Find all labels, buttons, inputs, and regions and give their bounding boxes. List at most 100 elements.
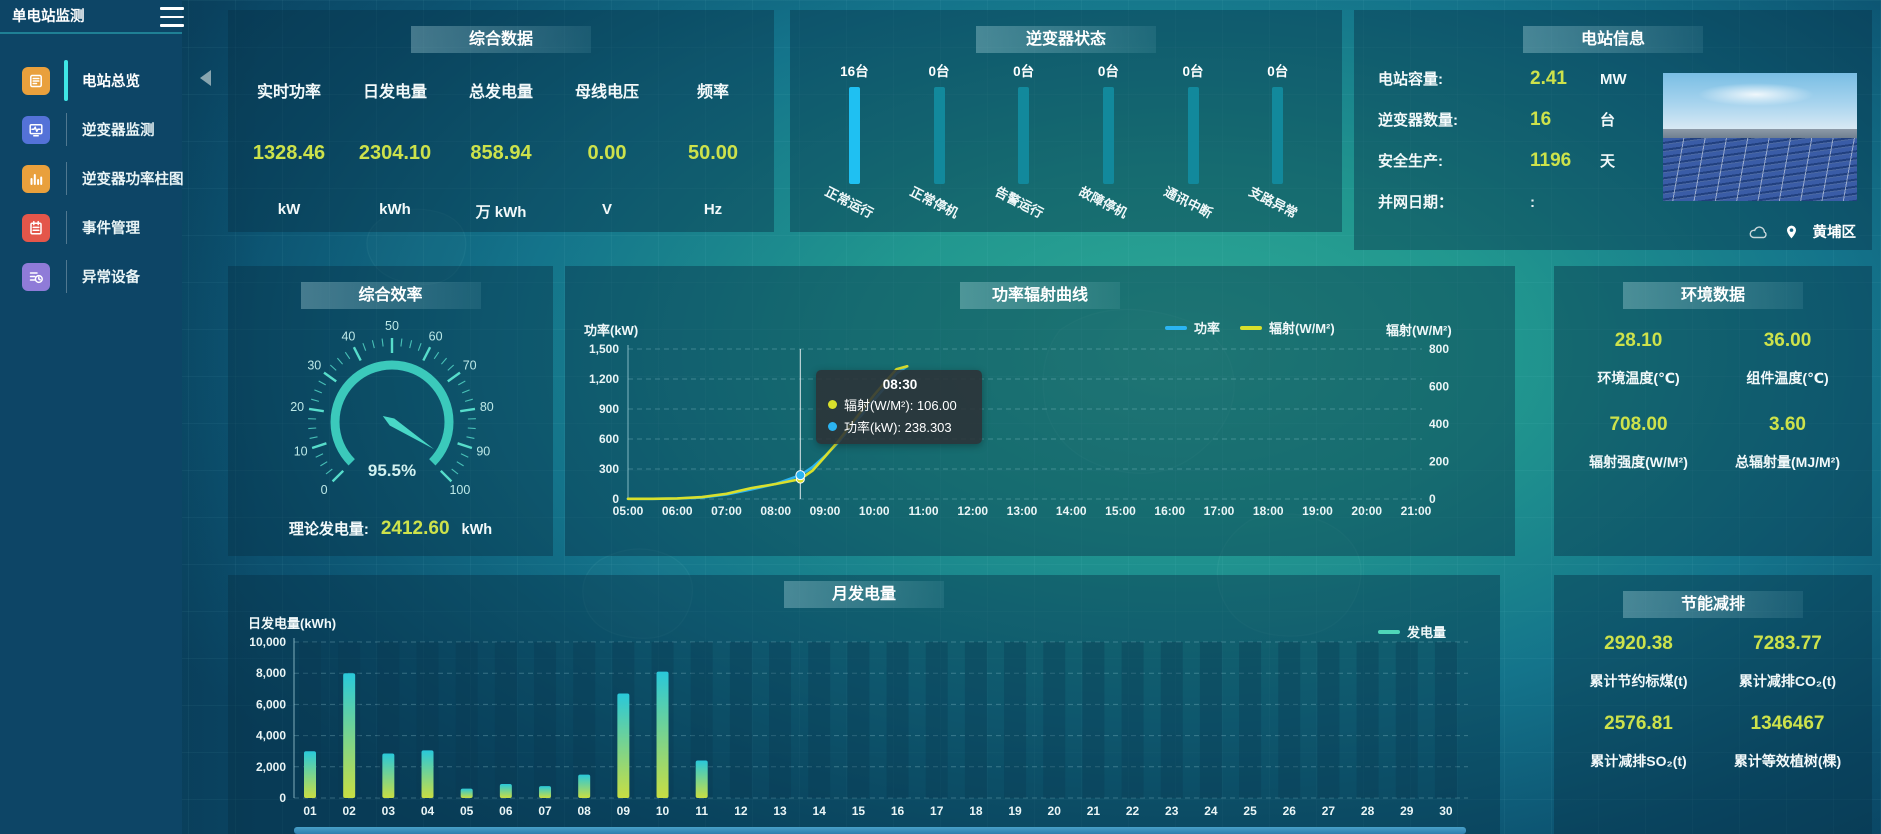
metric-unit: kWh [379,201,411,218]
collapse-sidebar-arrow[interactable] [200,70,211,86]
svg-text:16: 16 [891,804,905,818]
svg-text:4,000: 4,000 [256,729,286,743]
svg-text:70: 70 [463,359,477,373]
inverter-bar-column[interactable]: 0台 故障停机 [1066,60,1151,232]
svg-text:30: 30 [1439,804,1453,818]
station-unit: MW [1600,71,1627,88]
svg-text:12:00: 12:00 [957,504,988,518]
inverter-status-bar[interactable] [933,87,945,184]
svg-text:300: 300 [599,462,619,476]
metric-label: 实时功率 [256,84,321,101]
doc-icon [22,66,50,95]
svg-text:600: 600 [1429,380,1449,394]
metric-label: 累计减排CO₂(t) [1738,673,1837,689]
panel-title-power-curve: 功率辐射曲线 [960,282,1120,309]
metric-block: 7283.77 累计减排CO₂(t) [1713,633,1862,691]
station-info-rows: 电站容量: 2.41 MW 逆变器数量: 16 台安全生产: 1196 天并网日期：: [1378,68,1668,232]
station-info-row: 并网日期：: [1378,191,1668,232]
sidebar-item-3[interactable]: 逆变器功率柱图 [0,154,184,203]
bars-icon [22,164,50,193]
svg-text:20: 20 [290,400,304,414]
svg-text:18: 18 [969,804,983,818]
panel-inverter-status: 逆变器状态 16台 正常运行 0台 正常停机 0台 告警运行 0台 故障停机 0台 通讯中断 0台支… [790,10,1342,232]
inverter-status-bar[interactable] [1102,87,1114,184]
panel-summary: 综合数据 实时功率 1328.46 kW 日发电量 2304.10 kWh 总发电量 858.… [228,10,774,232]
monthly-energy-chart[interactable]: 10,000 8,000 6,000 4,000 2,000 0 01 02 03 04 05 06 0… [228,575,1500,834]
svg-text:0: 0 [279,791,286,805]
metric-unit: 万 kWh [475,204,527,221]
tooltip-row: 辐射(W/M²): 106.00 [828,395,972,414]
svg-text:12: 12 [734,804,748,818]
inverter-bar-column[interactable]: 0台 通讯中断 [1151,60,1236,232]
datazoom-slider[interactable] [294,827,1466,834]
left-axis-name: 功率(kW) [584,323,639,338]
svg-text:08: 08 [578,804,592,818]
curve-legend[interactable]: 功率 辐射(W/M²) [1165,318,1335,337]
metric-block: 36.00 组件温度(℃) [1713,330,1862,388]
metric-label: 总辐射量(MJ/M²) [1735,454,1840,470]
inverter-status-bar[interactable] [1272,87,1284,184]
metric-value: 28.10 [1614,330,1663,351]
svg-text:800: 800 [1429,342,1449,356]
legend-item[interactable]: 功率 [1165,318,1220,337]
svg-text:1,200: 1,200 [589,372,619,386]
hamburger-menu-icon[interactable] [160,7,184,27]
sidebar-item-2[interactable]: 逆变器监测 [0,105,182,154]
monthly-legend-label: 发电量 [1407,625,1447,640]
svg-text:0: 0 [612,492,619,506]
inverter-bar-column[interactable]: 16台 正常运行 [812,60,897,232]
inverter-bar-column[interactable]: 0台 支路异常 [1235,60,1320,232]
inverter-state-label: 告警运行 [992,183,1046,221]
panel-title-environment: 环境数据 [1623,282,1803,309]
sidebar-item-label: 逆变器监测 [82,123,155,139]
panel-monthly: 月发电量 日发电量(kWh) 发电量 10,000 8,000 6,000 4,000… [228,575,1500,834]
inverter-count-label: 0台 [928,64,950,79]
station-value: : [1530,194,1535,211]
svg-text:10,000: 10,000 [249,635,286,649]
svg-text:07: 07 [538,804,552,818]
inverter-state-label: 通讯中断 [1161,183,1215,221]
metric-label: 环境温度(℃) [1597,370,1680,386]
theory-energy-value: 2412.60 [380,518,450,539]
svg-text:15:00: 15:00 [1105,504,1136,518]
station-info-row: 逆变器数量: 16 台 [1378,109,1668,150]
inverter-bar-column[interactable]: 0台 告警运行 [981,60,1066,232]
station-value: 1196 [1530,150,1572,171]
inverter-status-bar[interactable] [1187,87,1199,184]
location-row: 黄埔区 [1748,221,1856,242]
svg-text:17:00: 17:00 [1204,504,1235,518]
location-pin-icon[interactable] [1784,223,1799,241]
inverter-status-bar[interactable] [1018,87,1030,184]
legend-label: 功率 [1194,321,1221,336]
efficiency-gauge[interactable]: 0 10 20 30 40 50 60 70 80 90 100 95.5% [228,304,553,518]
svg-text:14:00: 14:00 [1056,504,1087,518]
sidebar-item-5[interactable]: 异常设备 [0,252,182,301]
svg-text:26: 26 [1283,804,1297,818]
theory-energy-row: 理论发电量: 2412.60 kWh [228,518,553,540]
svg-text:13: 13 [773,804,787,818]
inverter-status-bar[interactable] [848,87,860,184]
theory-energy-unit: kWh [461,522,493,538]
inverter-status-chart[interactable]: 16台 正常运行 0台 正常停机 0台 告警运行 0台 故障停机 0台 通讯中断 0台 支路异常 [812,60,1320,232]
metric-label: 累计等效植树(棵) [1733,753,1842,769]
metric-block: 3.60 总辐射量(MJ/M²) [1713,414,1862,472]
sidebar-item-4[interactable]: 事件管理 [0,203,182,252]
weather-cloud-icon[interactable] [1748,224,1770,240]
svg-text:900: 900 [599,402,619,416]
chart-tooltip: 08:30 辐射(W/M²): 106.00 功率(kW): 238.303 [816,370,982,444]
right-axis-name: 辐射(W/M²) [1386,323,1452,338]
series-dot-icon [828,400,837,409]
legend-item[interactable]: 辐射(W/M²) [1240,318,1335,337]
inverter-bar-column[interactable]: 0台正常停机 [897,60,982,232]
svg-text:95.5%: 95.5% [368,461,416,480]
metric-unit: kW [277,201,301,218]
svg-text:50: 50 [385,319,399,333]
inverter-state-label: 正常停机 [907,183,961,221]
menu-divider [66,260,67,293]
notebook-icon [22,213,50,242]
tooltip-text: 功率(kW): 238.303 [844,420,952,435]
menu-divider [66,162,67,195]
sidebar-item-1[interactable]: 电站总览 [0,56,182,105]
monthly-legend[interactable]: 发电量 [1378,622,1446,641]
